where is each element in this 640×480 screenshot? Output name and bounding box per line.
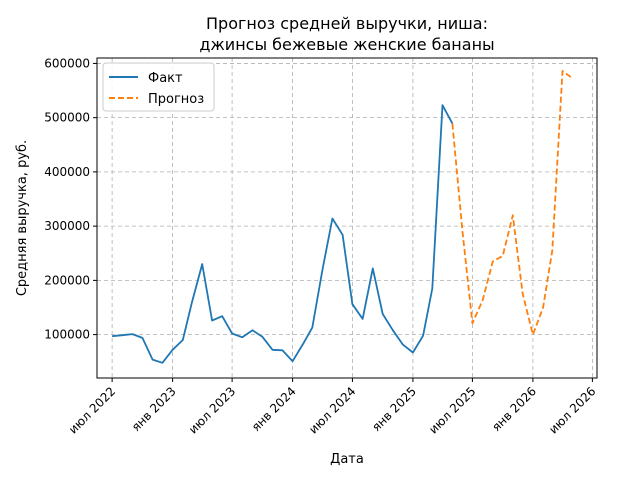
data-point (471, 322, 473, 324)
data-point (111, 335, 113, 337)
data-point (151, 358, 153, 360)
chart-title-line2: джинсы бежевые женские бананы (199, 35, 494, 54)
data-point (331, 217, 333, 219)
data-point (121, 334, 123, 336)
x-tick-label: янв 2023 (129, 384, 179, 434)
data-point (231, 332, 233, 334)
x-tick-label: июл 2024 (306, 384, 358, 436)
data-point (431, 287, 433, 289)
x-axis-label: Дата (330, 452, 364, 467)
x-tick-label: июл 2025 (426, 384, 478, 436)
data-point (412, 351, 414, 353)
data-point (381, 313, 383, 315)
data-point (441, 104, 443, 106)
data-point (501, 255, 503, 257)
data-point (171, 349, 173, 351)
x-tick-label: янв 2024 (249, 384, 299, 434)
x-tick-label: янв 2025 (369, 384, 419, 434)
data-point (461, 230, 463, 232)
x-tick-label: янв 2026 (489, 384, 539, 434)
data-point (261, 336, 263, 338)
data-point (201, 263, 203, 265)
plot-frame (96, 57, 598, 379)
y-tick-label: 300000 (44, 219, 90, 233)
data-point (351, 303, 353, 305)
data-point (341, 234, 343, 236)
series-layer (111, 70, 573, 364)
data-point (542, 306, 544, 308)
data-point (422, 334, 424, 336)
legend-label-forecast: Прогноз (148, 92, 204, 107)
x-tick-label: июл 2023 (186, 384, 238, 436)
data-point (131, 333, 133, 335)
data-point (251, 329, 253, 331)
x-tick-label: июл 2022 (66, 384, 118, 436)
y-tick-label: 600000 (44, 56, 90, 70)
legend: Факт Прогноз (102, 62, 215, 112)
y-tick-label: 200000 (44, 273, 90, 287)
series-line-forecast (451, 70, 573, 336)
legend-label-fact: Факт (148, 71, 183, 86)
data-point (522, 293, 524, 295)
data-point (161, 362, 163, 364)
data-point (481, 299, 483, 301)
data-point (551, 249, 553, 251)
y-axis: 100000 200000 300000 400000 500000 600000 (44, 56, 97, 342)
data-point (321, 268, 323, 270)
data-point (392, 329, 394, 331)
data-point (361, 318, 363, 320)
y-tick-label: 100000 (44, 328, 90, 342)
data-point (271, 349, 273, 351)
y-tick-label: 400000 (44, 165, 90, 179)
data-point (141, 337, 143, 339)
data-point (211, 319, 213, 321)
data-point (561, 70, 563, 72)
data-point (281, 349, 283, 351)
y-tick-label: 500000 (44, 111, 90, 125)
data-point (191, 301, 193, 303)
x-axis: июл 2022 янв 2023 июл 2023 янв 2024 июл 2024… (66, 378, 599, 437)
data-point (372, 267, 374, 269)
data-point (241, 336, 243, 338)
y-axis-label: Средняя выручка, руб. (15, 140, 30, 296)
data-point (311, 326, 313, 328)
data-point (451, 122, 453, 124)
series-line-fact (112, 104, 454, 364)
data-point (291, 360, 293, 362)
data-point (221, 315, 223, 317)
data-point (182, 339, 184, 341)
data-point (302, 343, 304, 345)
data-point (532, 333, 534, 335)
data-point (402, 343, 404, 345)
data-point (492, 260, 494, 262)
x-tick-label: июл 2026 (546, 384, 598, 436)
data-point (512, 214, 514, 216)
chart-title-line1: Прогноз средней выручки, ниша: (206, 14, 488, 33)
data-point (571, 77, 573, 79)
